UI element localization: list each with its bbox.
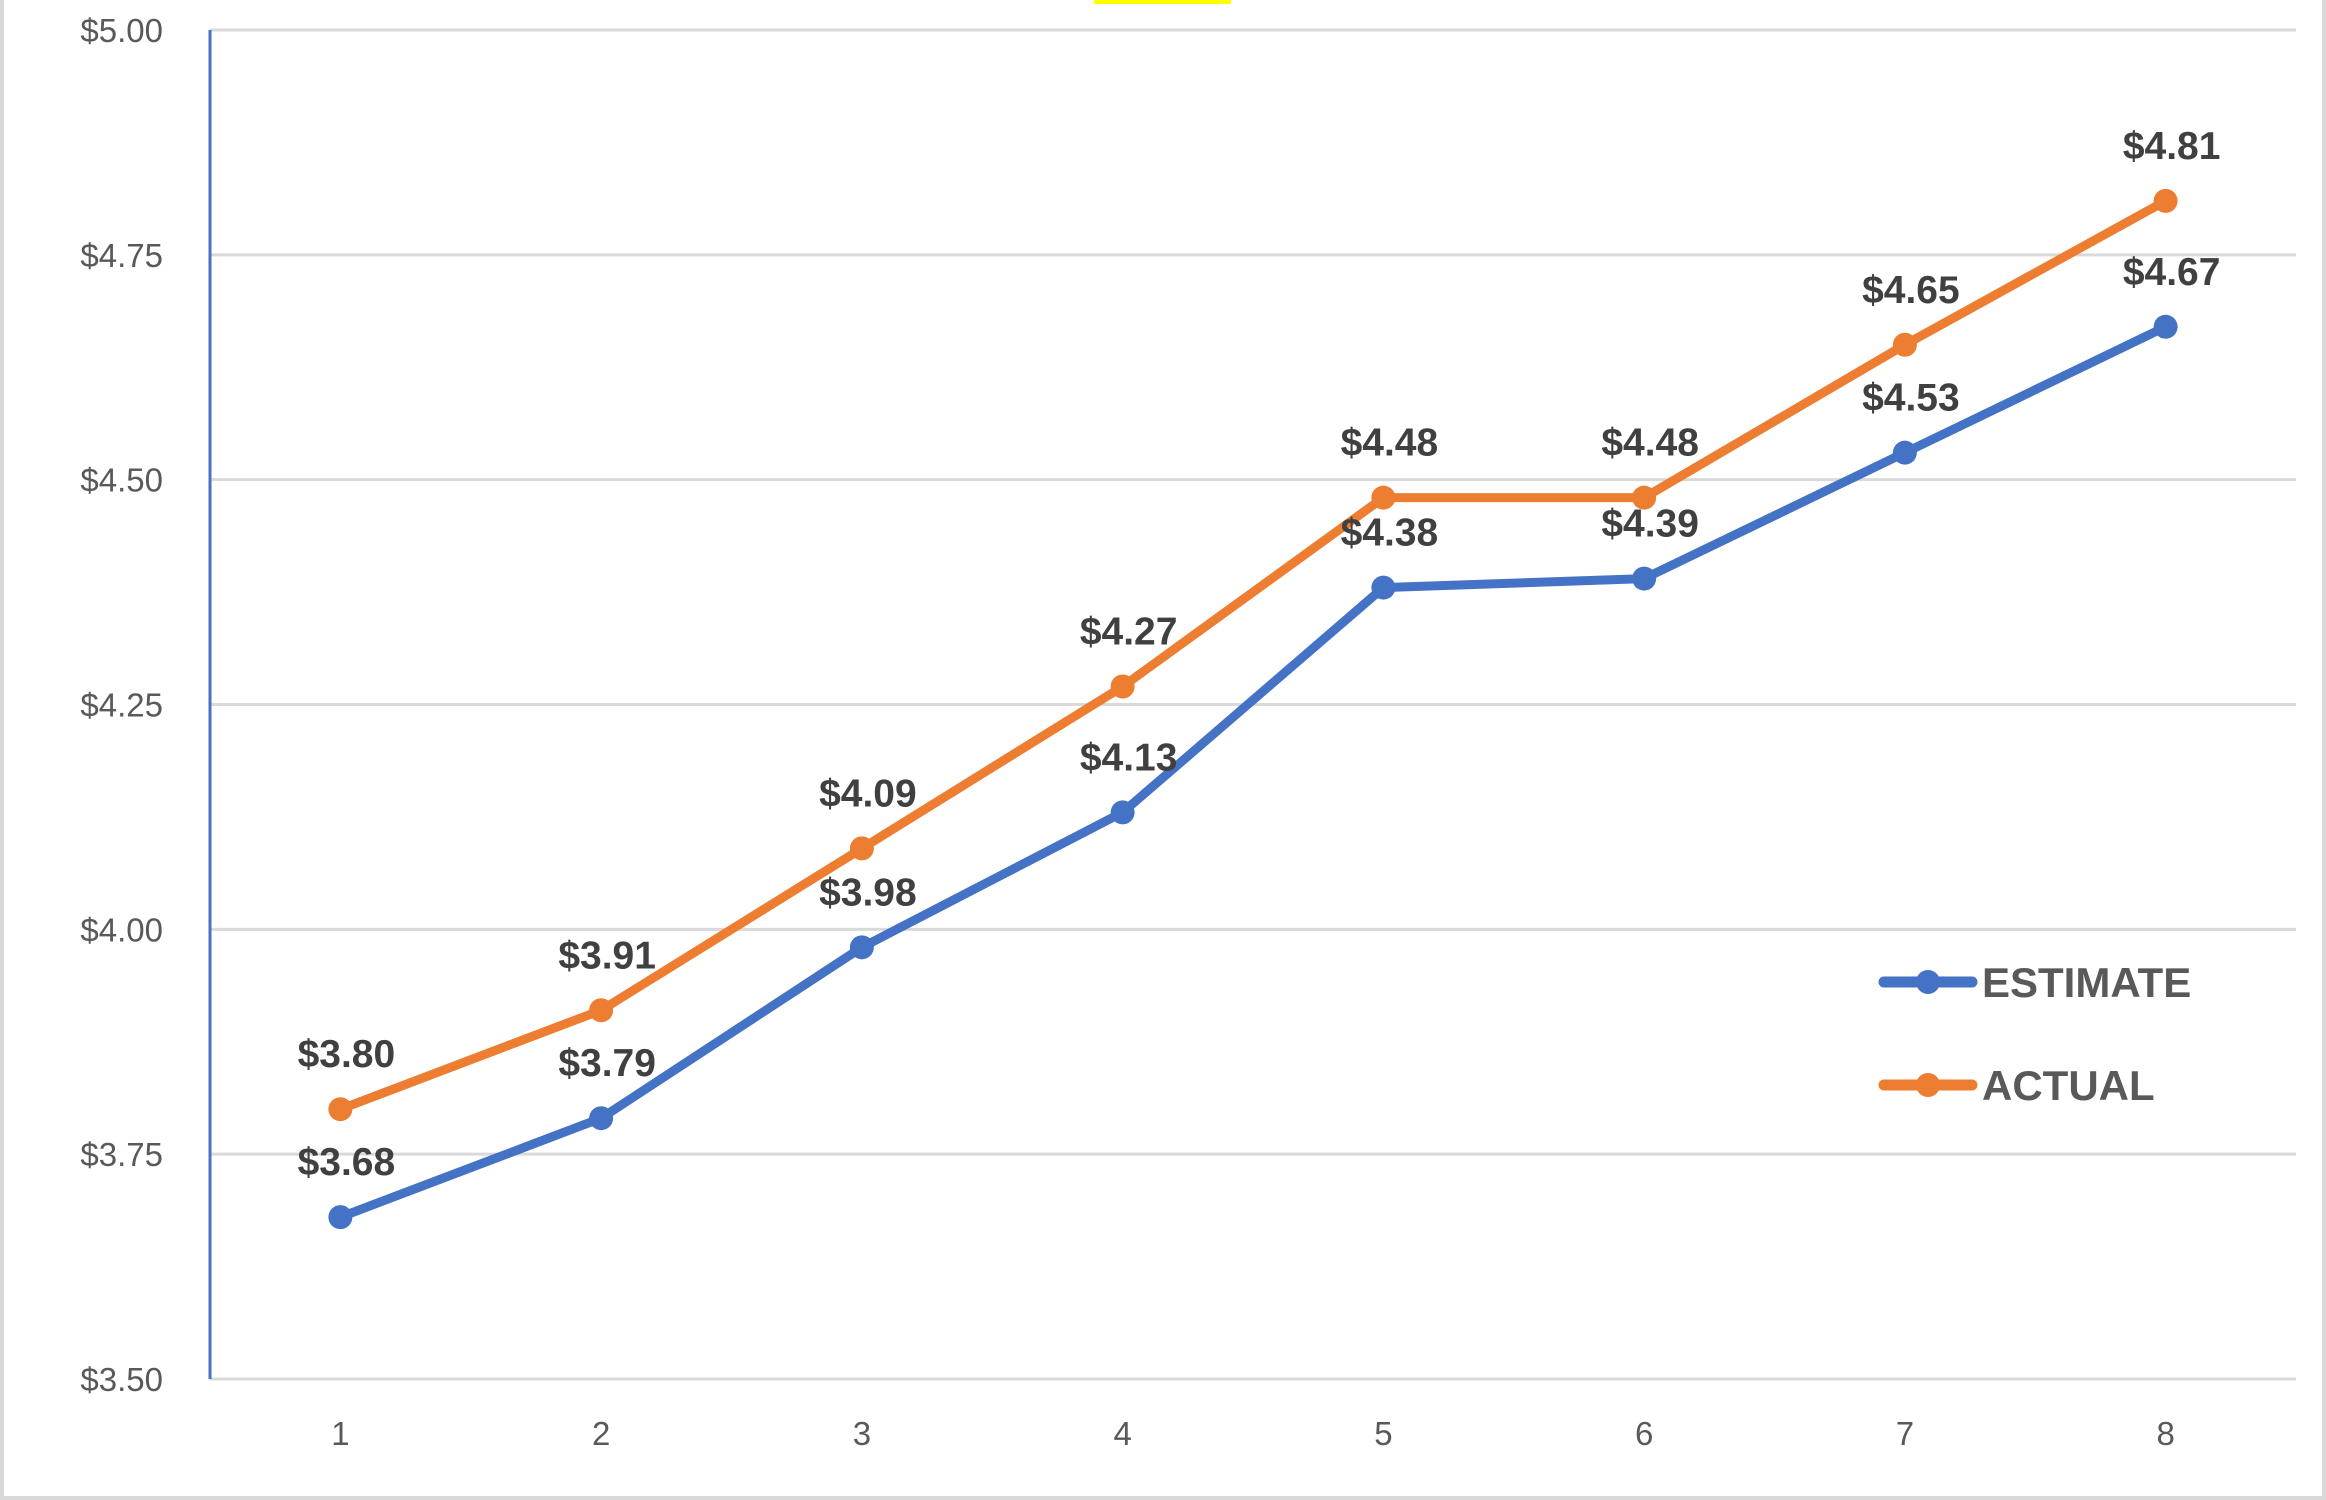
estimate-data-label: $4.38 bbox=[1341, 512, 1439, 555]
actual-data-label: $4.48 bbox=[1341, 422, 1439, 465]
estimate-data-label: $4.39 bbox=[1601, 503, 1699, 546]
estimate-data-label: $4.67 bbox=[2123, 251, 2221, 294]
x-tick-label: 1 bbox=[331, 1415, 349, 1452]
actual-series-line bbox=[335, 196, 2171, 1114]
estimate-data-label: $4.53 bbox=[1862, 377, 1960, 420]
estimate-data-point[interactable] bbox=[1110, 800, 1135, 825]
estimate-data-point[interactable] bbox=[1892, 440, 1917, 465]
x-tick-label: 6 bbox=[1635, 1415, 1653, 1452]
legend-marker-icon bbox=[1916, 1073, 1940, 1097]
actual-data-point[interactable] bbox=[849, 836, 874, 861]
y-tick-label: $5.00 bbox=[80, 12, 163, 49]
y-tick-label: $3.75 bbox=[80, 1136, 163, 1173]
actual-data-point[interactable] bbox=[2153, 188, 2178, 213]
estimate-data-point[interactable] bbox=[1371, 575, 1396, 600]
actual-data-point[interactable] bbox=[1110, 674, 1135, 699]
x-tick-label: 5 bbox=[1374, 1415, 1392, 1452]
legend-item-estimate[interactable]: ESTIMATE bbox=[1878, 959, 2191, 1006]
y-tick-label: $4.25 bbox=[80, 687, 163, 724]
legend-marker-icon bbox=[1916, 970, 1940, 994]
gridlines bbox=[210, 28, 2296, 1381]
x-tick-label: 4 bbox=[1113, 1415, 1131, 1452]
actual-data-label: $4.09 bbox=[819, 772, 917, 815]
actual-data-point[interactable] bbox=[1892, 332, 1917, 357]
actual-data-point[interactable] bbox=[328, 1097, 353, 1122]
actual-data-label: $3.91 bbox=[558, 934, 656, 977]
x-tick-label: 3 bbox=[853, 1415, 871, 1452]
highlight-strip bbox=[1094, 0, 1231, 4]
actual-data-point[interactable] bbox=[1632, 485, 1657, 510]
y-axis: $3.50 $3.75 $4.00 $4.25 $4.50 $4.75 $5.00 bbox=[80, 12, 212, 1398]
actual-data-label: $4.65 bbox=[1862, 269, 1960, 312]
y-tick-label: $4.75 bbox=[80, 237, 163, 274]
estimate-data-label: $3.98 bbox=[819, 871, 917, 914]
actual-data-label: $4.27 bbox=[1080, 611, 1178, 654]
actual-data-label: $4.81 bbox=[2123, 125, 2221, 168]
x-tick-label: 2 bbox=[592, 1415, 610, 1452]
series-lines bbox=[328, 188, 2178, 1230]
data-labels: $3.68 $3.79 $3.98 $4.13 $4.38 $4.39 $4.53 $4.67… bbox=[298, 125, 2221, 1184]
estimate-data-point[interactable] bbox=[1632, 566, 1657, 591]
estimate-data-point[interactable] bbox=[589, 1106, 614, 1131]
actual-data-label: $3.80 bbox=[298, 1033, 396, 1076]
estimate-data-label: $3.79 bbox=[558, 1042, 656, 1085]
y-tick-label: $4.50 bbox=[80, 462, 163, 499]
y-tick-label: $3.50 bbox=[80, 1361, 163, 1398]
estimate-data-label: $4.13 bbox=[1080, 736, 1178, 779]
y-tick-label: $4.00 bbox=[80, 911, 163, 948]
x-axis: 1 2 3 4 5 6 7 8 bbox=[331, 1415, 2175, 1452]
estimate-data-point[interactable] bbox=[849, 935, 874, 960]
x-tick-label: 8 bbox=[2156, 1415, 2174, 1452]
legend-item-actual[interactable]: ACTUAL bbox=[1878, 1062, 2155, 1109]
legend[interactable]: ESTIMATE ACTUAL bbox=[1878, 959, 2191, 1109]
estimate-data-point[interactable] bbox=[328, 1205, 353, 1230]
actual-data-point[interactable] bbox=[1371, 485, 1396, 510]
estimate-data-label: $3.68 bbox=[298, 1141, 396, 1184]
legend-label: ESTIMATE bbox=[1982, 959, 2191, 1006]
estimate-series-line bbox=[335, 322, 2171, 1222]
x-tick-label: 7 bbox=[1896, 1415, 1914, 1452]
legend-label: ACTUAL bbox=[1982, 1062, 2155, 1109]
actual-data-point[interactable] bbox=[589, 998, 614, 1023]
actual-data-label: $4.48 bbox=[1601, 422, 1699, 465]
estimate-data-point[interactable] bbox=[2153, 314, 2178, 339]
